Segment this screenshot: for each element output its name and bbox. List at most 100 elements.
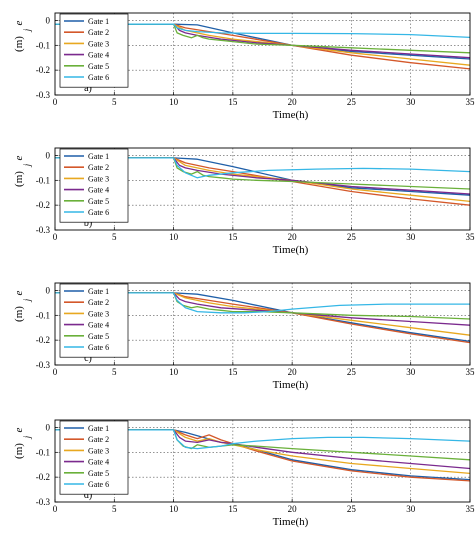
plot-frame (54, 419, 471, 503)
x-tick-label: 30 (406, 504, 416, 514)
y-axis-label: (m) ej (13, 155, 32, 187)
x-tick-label: 10 (169, 232, 179, 242)
x-tick-label: 15 (228, 232, 238, 242)
y-axis-label: (m) ej (13, 20, 32, 52)
legend-label-gate-2: Gate 2 (88, 298, 109, 307)
series-line-gate-6 (55, 23, 471, 39)
y-axis-symbol: e (13, 427, 25, 432)
series-line-gate-5 (55, 23, 471, 54)
legend-label-gate-6: Gate 6 (88, 73, 109, 82)
y-axis-unit: (m) (13, 171, 25, 187)
x-tick-label: 10 (169, 367, 179, 377)
x-tick-label: 20 (288, 232, 298, 242)
x-tick-label: 25 (347, 504, 357, 514)
y-axis-subscript: j (22, 163, 32, 167)
x-tick-label: 5 (112, 232, 117, 242)
legend-label-gate-1: Gate 1 (88, 287, 109, 296)
y-axis-subscript: j (22, 435, 32, 439)
legend-label-gate-2: Gate 2 (88, 28, 109, 37)
x-tick-label: 0 (53, 367, 58, 377)
x-tick-label: 35 (466, 232, 476, 242)
legend-label-gate-1: Gate 1 (88, 152, 109, 161)
x-tick-label: 30 (406, 97, 416, 107)
y-tick-label: 0 (46, 422, 51, 432)
x-tick-label: 25 (347, 232, 357, 242)
y-tick-label: -0.1 (36, 40, 50, 50)
legend-label-gate-4: Gate 4 (88, 458, 109, 467)
y-axis-subscript: j (22, 28, 32, 32)
y-tick-label: -0.3 (36, 497, 51, 507)
legend-label-gate-1: Gate 1 (88, 17, 109, 26)
panel-label: c) (84, 353, 92, 364)
plot-frame (54, 282, 471, 366)
legend-label-gate-3: Gate 3 (88, 309, 109, 318)
x-tick-label: 5 (112, 367, 117, 377)
y-tick-label: -0.3 (36, 225, 51, 235)
legend-label-gate-5: Gate 5 (88, 469, 109, 478)
x-tick-label: 25 (347, 97, 357, 107)
x-tick-label: 0 (53, 504, 58, 514)
x-axis-label: Time(h) (273, 109, 309, 121)
legend-label-gate-3: Gate 3 (88, 174, 109, 183)
y-tick-label: -0.1 (36, 310, 50, 320)
plot-frame (54, 12, 471, 96)
legend-label-gate-6: Gate 6 (88, 343, 109, 352)
y-axis-symbol: e (13, 20, 25, 25)
legend-label-gate-3: Gate 3 (88, 39, 109, 48)
x-tick-label: 15 (228, 504, 238, 514)
legend-label-gate-5: Gate 5 (88, 332, 109, 341)
legend-label-gate-4: Gate 4 (88, 186, 109, 195)
x-tick-label: 20 (288, 367, 298, 377)
x-tick-label: 5 (112, 97, 117, 107)
y-tick-label: -0.1 (36, 447, 50, 457)
x-axis-label: Time(h) (273, 379, 309, 391)
y-tick-label: 0 (46, 285, 51, 295)
legend-label-gate-6: Gate 6 (88, 480, 109, 489)
legend-label-gate-3: Gate 3 (88, 446, 109, 455)
legend-label-gate-1: Gate 1 (88, 424, 109, 433)
y-tick-label: -0.2 (36, 335, 50, 345)
x-tick-label: 35 (466, 367, 476, 377)
y-tick-label: -0.1 (36, 175, 50, 185)
chart-panel-3: 0 5 10 15 20 25 30 35 0 -0.1 -0.2 -0.3 Time(h) (m) ej c… (13, 282, 476, 391)
chart-panel-1: 0 5 10 15 20 25 30 35 0 -0.1 -0.2 -0.3 Time(h) (m) ej a… (13, 12, 476, 121)
series-line-gate-6 (55, 429, 471, 450)
x-tick-label: 30 (406, 367, 416, 377)
y-axis-unit: (m) (13, 36, 25, 52)
y-tick-label: -0.2 (36, 65, 50, 75)
y-tick-label: -0.3 (36, 360, 51, 370)
legend-label-gate-2: Gate 2 (88, 163, 109, 172)
y-axis-subscript: j (22, 298, 32, 302)
panel-label: d) (84, 490, 92, 501)
x-tick-label: 25 (347, 367, 357, 377)
series-line-gate-6 (55, 292, 470, 314)
x-tick-label: 10 (169, 97, 179, 107)
legend-box (59, 420, 129, 495)
y-tick-label: 0 (46, 15, 51, 25)
legend-label-gate-5: Gate 5 (88, 197, 109, 206)
y-tick-label: 0 (46, 150, 51, 160)
x-tick-label: 15 (228, 367, 238, 377)
chart-panel-4: 0 5 10 15 20 25 30 35 0 -0.1 -0.2 -0.3 Time(h) (m) ej d… (13, 419, 476, 528)
x-axis-label: Time(h) (273, 244, 309, 256)
panel-label: a) (84, 83, 92, 94)
x-tick-label: 35 (466, 504, 476, 514)
x-tick-label: 0 (53, 232, 58, 242)
legend-label-gate-4: Gate 4 (88, 321, 109, 330)
x-tick-label: 15 (228, 97, 238, 107)
y-axis-label: (m) ej (13, 427, 32, 459)
legend-label-gate-2: Gate 2 (88, 435, 109, 444)
plot-frame (54, 147, 471, 231)
chart-panel-2: 0 5 10 15 20 25 30 35 0 -0.1 -0.2 -0.3 Time(h) (m) ej b… (13, 147, 476, 256)
x-tick-label: 0 (53, 97, 58, 107)
x-tick-label: 10 (169, 504, 179, 514)
y-tick-label: -0.2 (36, 200, 50, 210)
y-tick-label: -0.3 (36, 90, 51, 100)
x-tick-label: 35 (466, 97, 476, 107)
x-tick-label: 20 (288, 97, 298, 107)
x-axis-label: Time(h) (273, 516, 309, 528)
x-tick-label: 5 (112, 504, 117, 514)
legend-box (59, 13, 129, 88)
legend-label-gate-5: Gate 5 (88, 62, 109, 71)
